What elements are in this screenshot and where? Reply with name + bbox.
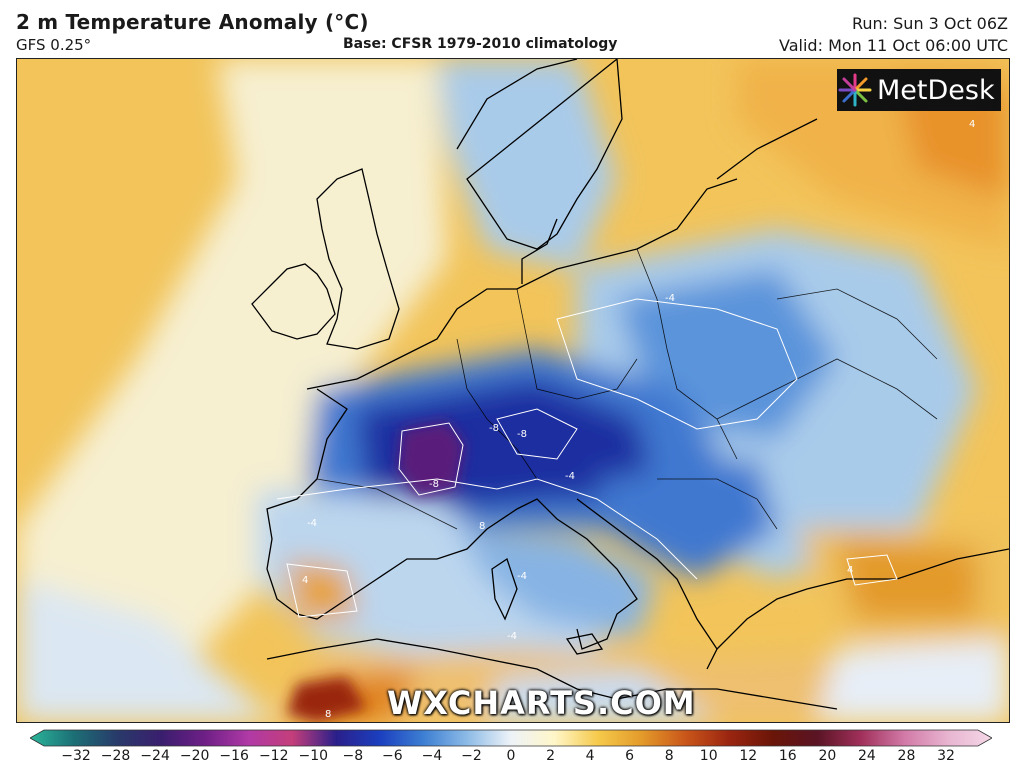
wxcharts-watermark: WXCHARTS.COM — [387, 684, 696, 722]
colorbar-tick-label: −6 — [382, 748, 403, 764]
contour-label: 4 — [847, 565, 853, 576]
colorbar-tick-label: −8 — [342, 748, 364, 764]
denmark-coast — [521, 218, 558, 284]
north-africa-coast — [266, 638, 838, 710]
colorbar-tick-label: −16 — [219, 748, 249, 764]
contour-label: -8 — [517, 429, 527, 440]
colorbar-tick-label: 8 — [664, 748, 674, 764]
colorbar-tick-label: 20 — [818, 748, 837, 764]
scandinavia-coast — [456, 59, 623, 250]
contour-label: -8 — [429, 479, 439, 490]
contour-label: -8 — [489, 423, 499, 434]
colorbar-tick-label: −28 — [100, 748, 131, 764]
colorbar-ramp — [30, 729, 992, 747]
colorbar-tick-label: −10 — [298, 748, 329, 764]
colorbar-tick-label: 16 — [778, 748, 797, 764]
contour-lines — [276, 298, 898, 618]
contour-label: 4 — [969, 119, 975, 130]
italy-coast — [486, 498, 638, 650]
contour-label: -4 — [517, 571, 527, 582]
colorbar-tick-label: −20 — [179, 748, 210, 764]
ireland-coast — [251, 263, 336, 340]
colorbar-tick-label: −12 — [258, 748, 289, 764]
logo-text: MetDesk — [877, 74, 995, 106]
colorbar-tick-label: 12 — [739, 748, 758, 764]
colorbar — [30, 729, 992, 747]
colorbar-tick-label: 10 — [699, 748, 718, 764]
header: 2 m Temperature Anomaly (°C) GFS 0.25° B… — [0, 0, 1024, 58]
contour-label: 4 — [302, 575, 308, 586]
contour-label: -4 — [507, 631, 517, 642]
britain-coast — [316, 168, 400, 350]
colorbar-tick-label: 24 — [857, 748, 876, 764]
temperature-anomaly-map[interactable]: -4 -4 -4 -4 -4 -8 -8 -8 4 4 4 8 8 — [16, 58, 1010, 723]
sicily-coast — [565, 633, 604, 655]
colorbar-tick-label: 4 — [585, 748, 595, 764]
colorbar-tick-label: −24 — [140, 748, 170, 764]
contour-label-group: -4 -4 -4 -4 -4 -8 -8 -8 4 4 4 8 8 — [302, 119, 975, 720]
climatology-base-label: Base: CFSR 1979-2010 climatology — [343, 36, 618, 52]
map-canvas: -4 -4 -4 -4 -4 -8 -8 -8 4 4 4 8 8 — [17, 59, 1009, 722]
iberia-france-coast — [266, 388, 488, 620]
contour-label: -4 — [565, 471, 575, 482]
colorbar-tick-label: 6 — [625, 748, 635, 764]
contour-label: 8 — [325, 709, 331, 720]
colorbar-tick-label: −4 — [421, 748, 443, 764]
colorbar-tick-labels: −32 −28 −24 −20 −16 −12 −10 −8 −6 −4 −2 0 2 4 6 8 10 12 16… — [30, 748, 992, 774]
colorbar-tick-label: 28 — [897, 748, 916, 764]
colorbar-tick-label: −2 — [461, 748, 482, 764]
turkey-coast — [716, 548, 1009, 650]
corsica-sardinia-coast — [491, 557, 518, 621]
colorbar-tick-label: 2 — [546, 748, 555, 764]
colorbar-tick-label: −32 — [61, 748, 91, 764]
model-label: GFS 0.25° — [16, 36, 92, 54]
valid-time-label: Valid: Mon 11 Oct 06:00 UTC — [779, 36, 1008, 55]
run-time-label: Run: Sun 3 Oct 06Z — [851, 14, 1008, 33]
contour-label: -4 — [307, 518, 317, 529]
anomaly-cold-core — [287, 421, 465, 722]
starburst-logo-icon — [838, 73, 872, 107]
colorbar-tick-label: 0 — [506, 748, 516, 764]
colorbar-tick-label: 32 — [937, 748, 955, 764]
country-borders — [316, 248, 938, 530]
contour-label: -4 — [665, 293, 675, 304]
contour-label: 8 — [479, 521, 485, 532]
map-title: 2 m Temperature Anomaly (°C) — [16, 10, 369, 34]
baltic-coast — [716, 118, 818, 180]
metdesk-logo: MetDesk — [837, 69, 1001, 111]
